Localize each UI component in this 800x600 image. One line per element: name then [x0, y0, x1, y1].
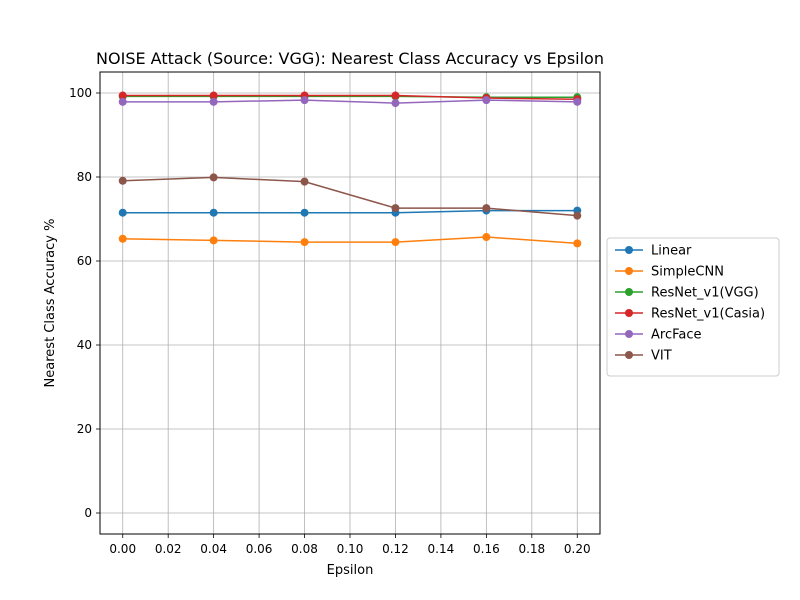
x-tick-label: 0.04: [200, 542, 227, 556]
y-tick-label: 100: [69, 86, 92, 100]
data-point-arcface: [482, 96, 491, 105]
legend: Linear SimpleCNN ResNet_v1(VGG) ResNet_v1(C…: [606, 237, 780, 377]
x-axis-label: Epsilon: [327, 563, 374, 578]
data-point-vit: [300, 177, 309, 186]
x-tick-label: 0.16: [473, 542, 500, 556]
plot-frame: [99, 71, 601, 535]
data-point-resnet-v1-casia: [391, 91, 400, 100]
legend-marker-arcface: [625, 330, 633, 338]
data-point-simplecnn: [118, 234, 127, 243]
data-point-simplecnn: [300, 238, 309, 247]
legend-marker-resnet-v1-vgg: [625, 288, 633, 296]
data-point-vit: [573, 211, 582, 220]
chart-title: NOISE Attack (Source: VGG): Nearest Clas…: [96, 49, 604, 68]
series-line-resnet-v1-casia: [122, 94, 578, 101]
series-line-resnet-v1-vgg: [122, 95, 578, 98]
grid-lines: [100, 72, 600, 534]
series-line-vit: [122, 176, 578, 217]
y-tick-label: 80: [77, 170, 92, 184]
data-point-arcface: [391, 99, 400, 108]
data-point-resnet-v1-casia: [118, 91, 127, 100]
data-point-vit: [482, 204, 491, 213]
data-point-vit: [209, 173, 218, 182]
data-point-simplecnn: [573, 239, 582, 248]
data-point-linear: [300, 208, 309, 217]
data-point-linear: [118, 208, 127, 217]
x-tick-label: 0.10: [337, 542, 364, 556]
plot-series: [118, 91, 582, 248]
legend-box: [606, 237, 780, 377]
x-tick-label: 0.20: [564, 542, 591, 556]
data-point-vit: [391, 204, 400, 213]
y-tick-label: 40: [77, 338, 92, 352]
y-tick-label: 20: [77, 422, 92, 436]
legend-marker-vit: [625, 351, 633, 359]
legend-label-resnet-v1-vgg: ResNet_v1(VGG): [651, 286, 759, 301]
legend-label-resnet-v1-casia: ResNet_v1(Casia): [651, 307, 765, 322]
series-line-arcface: [122, 99, 578, 104]
x-tick-label: 0.06: [246, 542, 273, 556]
x-tick-label: 0.14: [428, 542, 455, 556]
series-line-simplecnn: [122, 236, 578, 245]
x-tick-label: 0.12: [382, 542, 409, 556]
y-tick-label: 60: [77, 254, 92, 268]
data-point-vit: [118, 176, 127, 185]
data-point-linear: [209, 208, 218, 217]
data-point-simplecnn: [391, 238, 400, 247]
data-point-simplecnn: [209, 236, 218, 245]
data-point-arcface: [300, 96, 309, 105]
legend-label-simplecnn: SimpleCNN: [651, 265, 724, 280]
data-point-arcface: [118, 97, 127, 106]
data-point-simplecnn: [482, 233, 491, 242]
legend-label-arcface: ArcFace: [651, 328, 702, 343]
data-point-arcface: [209, 97, 218, 106]
x-tick-label: 0.08: [291, 542, 318, 556]
legend-marker-linear: [625, 246, 633, 254]
series-line-linear: [122, 209, 578, 214]
legend-marker-resnet-v1-casia: [625, 309, 633, 317]
y-axis-label: Nearest Class Accuracy %: [43, 219, 58, 388]
data-point-resnet-v1-casia: [209, 91, 218, 100]
data-point-arcface: [573, 97, 582, 106]
legend-label-linear: Linear: [651, 244, 692, 259]
legend-marker-simplecnn: [625, 267, 633, 275]
axes: 0.00 0.02 0.04 0.06 0.08 0.10 0.12 0.14 0.16 0.18…: [69, 86, 591, 556]
x-tick-label: 0.00: [109, 542, 136, 556]
y-tick-label: 0: [84, 506, 92, 520]
legend-label-vit: VIT: [651, 349, 672, 364]
x-tick-label: 0.02: [155, 542, 182, 556]
x-tick-label: 0.18: [518, 542, 545, 556]
